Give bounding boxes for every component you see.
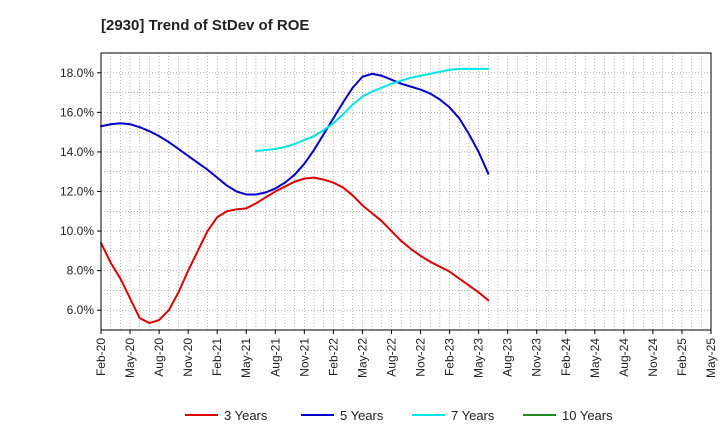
x-tick-label: Aug-20: [152, 338, 166, 377]
series-line-5-years: [100, 72, 490, 196]
legend-label: 5 Years: [340, 408, 384, 423]
chart-title: [2930] Trend of StDev of ROE: [101, 17, 309, 34]
legend-label: 3 Years: [224, 408, 268, 423]
x-tick-label: May-25: [704, 338, 718, 378]
y-tick-label: 12.0%: [60, 185, 94, 199]
y-axis-ticks: 6.0% 8.0% 10.0% 12.0% 14.0% 16.0% 18.0%: [60, 66, 101, 317]
x-tick-label: May-23: [472, 338, 486, 378]
x-tick-label: Feb-20: [94, 338, 108, 376]
series-lines: [100, 67, 490, 325]
legend-label: 10 Years: [562, 408, 613, 423]
x-tick-label: Feb-24: [559, 338, 573, 376]
grid: [101, 53, 711, 330]
x-tick-label: May-21: [239, 338, 253, 378]
legend-item: 10 Years: [523, 408, 613, 423]
x-tick-label: Feb-23: [443, 338, 457, 376]
x-tick-label: May-22: [355, 338, 369, 378]
legend-item: 3 Years: [185, 408, 268, 423]
legend-label: 7 Years: [451, 408, 495, 423]
x-tick-label: Aug-21: [268, 338, 282, 377]
plot-area: [100, 52, 712, 331]
x-tick-label: Aug-23: [501, 338, 515, 377]
y-tick-label: 14.0%: [60, 145, 94, 159]
x-tick-label: Nov-24: [646, 338, 660, 377]
y-tick-label: 10.0%: [60, 224, 94, 238]
x-tick-label: Nov-22: [414, 338, 428, 377]
x-tick-label: Feb-21: [210, 338, 224, 376]
legend-item: 5 Years: [301, 408, 384, 423]
x-tick-label: Nov-20: [181, 338, 195, 377]
x-tick-label: Nov-23: [530, 338, 544, 377]
legend: 3 Years 5 Years 7 Years 10 Years: [185, 408, 613, 423]
x-tick-label: Nov-21: [297, 338, 311, 377]
legend-item: 7 Years: [412, 408, 495, 423]
x-tick-label: May-24: [588, 338, 602, 378]
y-tick-label: 8.0%: [67, 264, 95, 278]
x-tick-label: May-20: [123, 338, 137, 378]
x-tick-label: Feb-22: [326, 338, 340, 376]
series-line-7-years: [254, 67, 490, 152]
y-tick-label: 16.0%: [60, 105, 94, 119]
x-tick-label: Feb-25: [675, 338, 689, 376]
x-tick-label: Aug-22: [384, 338, 398, 377]
series-line-3-years: [100, 176, 490, 325]
x-axis-ticks: Feb-20 May-20 Aug-20 Nov-20 Feb-21 May-21 Aug-…: [94, 330, 718, 378]
y-tick-label: 18.0%: [60, 66, 94, 80]
y-tick-label: 6.0%: [67, 303, 95, 317]
x-tick-label: Aug-24: [617, 338, 631, 377]
